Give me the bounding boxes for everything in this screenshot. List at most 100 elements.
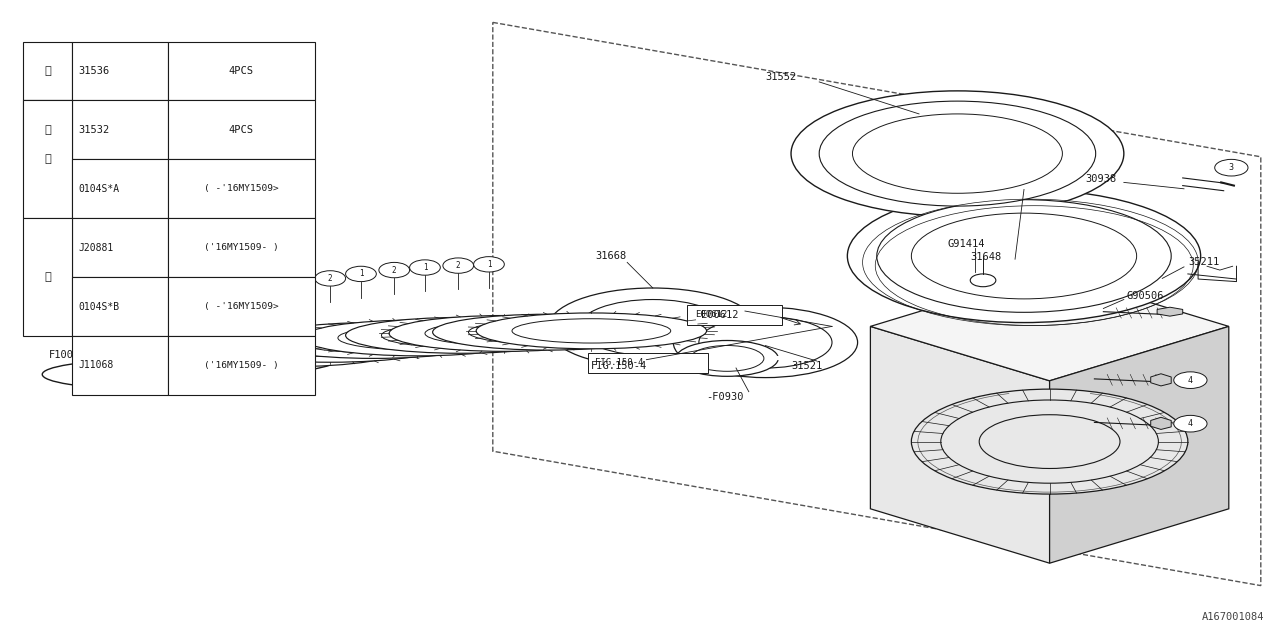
Circle shape [379,262,410,278]
Ellipse shape [389,316,620,351]
Text: ①: ① [44,66,51,76]
Ellipse shape [699,317,832,368]
Circle shape [346,266,376,282]
Ellipse shape [122,342,339,375]
Ellipse shape [259,323,489,358]
Ellipse shape [941,400,1158,483]
Circle shape [1174,372,1207,388]
Text: 4PCS: 4PCS [229,66,253,76]
Text: 2: 2 [456,261,461,270]
Text: F10049: F10049 [49,350,86,360]
FancyBboxPatch shape [687,305,782,325]
Text: 2: 2 [266,287,271,296]
Text: ('16MY1509- ): ('16MY1509- ) [204,361,279,370]
Ellipse shape [791,91,1124,216]
Ellipse shape [215,326,445,362]
Polygon shape [1050,326,1229,563]
Circle shape [970,274,996,287]
Text: A167001084: A167001084 [1202,612,1265,622]
Bar [72,42,168,100]
Polygon shape [1151,417,1171,429]
Polygon shape [1151,374,1171,386]
Ellipse shape [979,415,1120,468]
Ellipse shape [251,332,410,356]
Text: 31532: 31532 [78,125,109,135]
Circle shape [282,277,312,292]
Ellipse shape [294,328,453,353]
Ellipse shape [42,360,227,388]
Text: 0104S*A: 0104S*A [78,184,119,194]
Polygon shape [870,326,1050,563]
Text: J11068: J11068 [78,360,114,371]
Ellipse shape [676,340,778,376]
Bar [23,100,72,218]
Text: ( -'16MY1509>: ( -'16MY1509> [204,302,279,311]
Ellipse shape [338,326,497,350]
Ellipse shape [173,331,403,367]
Bar [168,42,315,100]
Ellipse shape [548,288,758,367]
Ellipse shape [911,389,1188,494]
Text: ( -'16MY1509>: ( -'16MY1509> [204,184,279,193]
Text: 4: 4 [1188,376,1193,385]
Text: FIG.150-4: FIG.150-4 [591,361,648,371]
Text: E00612: E00612 [701,310,739,320]
Ellipse shape [156,347,305,370]
Text: 1: 1 [294,280,300,289]
Ellipse shape [690,346,764,371]
Text: 31521: 31521 [791,361,822,371]
Text: 30938: 30938 [1085,174,1116,184]
Text: 31552: 31552 [765,72,796,82]
Bar [168,100,315,159]
Bar [23,42,72,100]
Ellipse shape [877,200,1171,312]
Circle shape [1174,415,1207,432]
Text: 2: 2 [392,266,397,275]
Ellipse shape [73,365,196,384]
Text: 4: 4 [1188,419,1193,428]
Ellipse shape [847,189,1201,323]
Bar [72,218,168,277]
Text: 31668: 31668 [595,251,626,261]
Bar [168,277,315,336]
FancyBboxPatch shape [588,353,708,373]
Text: G90506: G90506 [1126,291,1164,301]
Text: 1: 1 [422,263,428,272]
Ellipse shape [476,313,707,349]
Text: ('16MY1509- ): ('16MY1509- ) [204,243,279,252]
Text: ④: ④ [44,272,51,282]
Text: ②: ② [44,125,51,135]
Ellipse shape [673,307,858,378]
Bar [72,277,168,336]
Bar [72,159,168,218]
Ellipse shape [302,320,532,356]
Text: ③: ③ [44,154,51,164]
Ellipse shape [381,323,540,348]
Circle shape [1215,159,1248,176]
Text: FRONT: FRONT [159,203,191,216]
Circle shape [474,257,504,272]
Text: 35211: 35211 [1188,257,1219,268]
Text: 1: 1 [486,260,492,269]
Circle shape [443,258,474,273]
Text: 2: 2 [328,274,333,283]
Text: 31536: 31536 [78,66,109,76]
Text: FIG.150-4: FIG.150-4 [595,358,644,367]
Circle shape [410,260,440,275]
Bar [72,100,168,159]
Text: G91414: G91414 [947,239,984,250]
Bar [23,218,72,336]
Bar [168,336,315,395]
Text: 31648: 31648 [970,252,1001,262]
Ellipse shape [346,317,576,353]
Ellipse shape [579,300,727,356]
Text: J20881: J20881 [78,243,114,253]
Text: E00612: E00612 [695,310,727,319]
Circle shape [315,271,346,286]
Text: 31567: 31567 [195,302,225,312]
Ellipse shape [433,314,663,350]
Bar [23,100,72,159]
Polygon shape [870,272,1229,381]
Text: 4PCS: 4PCS [229,125,253,135]
Circle shape [253,284,284,299]
